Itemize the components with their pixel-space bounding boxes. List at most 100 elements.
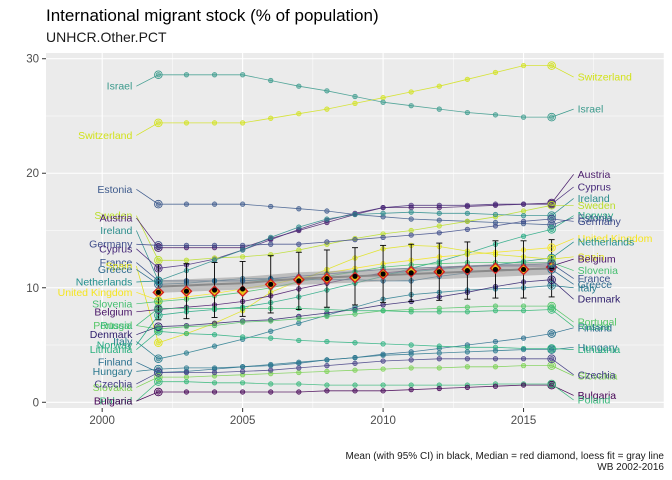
- label-leader: [136, 341, 159, 360]
- label-leader: [551, 309, 574, 327]
- country-label-left: France: [100, 257, 133, 269]
- label-end-marker: [154, 280, 163, 289]
- mean-point: [492, 266, 499, 273]
- country-label-right: France: [578, 273, 611, 285]
- series-point: [352, 93, 358, 100]
- series-point: [268, 115, 274, 121]
- country-label-right: United Kingdom: [578, 233, 653, 245]
- series-point: [520, 208, 527, 214]
- country-label-left: Sweden: [94, 210, 132, 222]
- series-point: [492, 211, 499, 218]
- series-point: [155, 340, 161, 346]
- series-point: [352, 382, 358, 388]
- series-point: [240, 389, 246, 395]
- label-end-marker: [154, 304, 163, 313]
- label-end-marker: [154, 118, 163, 128]
- series-point: [183, 257, 190, 263]
- series-point: [380, 95, 386, 101]
- series-point: [296, 83, 302, 89]
- series-point: [520, 213, 527, 219]
- series-point: [324, 208, 330, 214]
- series-point: [268, 234, 274, 240]
- series-point: [296, 206, 302, 212]
- series-point: [520, 114, 527, 120]
- series-point: [268, 77, 274, 84]
- country-label-left: Slovenia: [92, 298, 132, 310]
- series-point: [436, 356, 442, 362]
- series-point: [183, 201, 190, 207]
- label-end-marker: [547, 243, 556, 252]
- label-end-marker: [547, 275, 556, 284]
- country-label-right: Cyprus: [578, 181, 611, 193]
- series-labels: IsraelSwitzerlandEstoniaSwedenAustriaIre…: [58, 61, 653, 408]
- series-point: [520, 335, 527, 341]
- series-point: [380, 204, 386, 211]
- series-point: [183, 120, 190, 126]
- mean-point: [240, 286, 246, 292]
- country-label-right: Slovenia: [578, 265, 618, 277]
- label-end-marker: [154, 324, 163, 334]
- x-tick-label: 2005: [230, 415, 256, 427]
- series-point: [155, 72, 161, 78]
- series-point: [436, 350, 442, 356]
- series-point: [408, 209, 414, 215]
- series-point: [268, 241, 274, 247]
- series-point: [436, 210, 442, 216]
- label-leader: [136, 381, 159, 402]
- label-leader: [551, 174, 574, 204]
- series-point: [380, 358, 386, 364]
- series-point: [268, 335, 274, 341]
- series-point: [492, 223, 499, 229]
- series-point: [492, 383, 499, 389]
- country-label-left: Czechia: [94, 378, 132, 390]
- series-point: [240, 368, 246, 374]
- label-end-marker: [547, 305, 556, 314]
- label-end-marker: [154, 387, 163, 397]
- mean-point: [155, 289, 161, 295]
- series-point: [380, 99, 386, 105]
- country-label-right: Russia: [578, 321, 610, 333]
- series-point: [408, 227, 414, 234]
- country-label-left: Estonia: [97, 184, 132, 196]
- series-point: [268, 389, 274, 395]
- label-leader: [136, 188, 159, 205]
- label-leader: [551, 186, 574, 205]
- label-end-marker: [154, 241, 163, 250]
- label-end-marker: [547, 265, 556, 274]
- series-point: [520, 201, 527, 207]
- series-point: [464, 202, 470, 208]
- country-label-left: Belgium: [94, 306, 132, 318]
- series-point: [464, 304, 470, 310]
- series-point: [211, 365, 218, 371]
- series-point: [464, 344, 470, 350]
- series-point: [324, 239, 330, 245]
- series-point: [408, 357, 414, 363]
- series-point: [211, 369, 218, 376]
- series-point: [408, 89, 414, 95]
- country-label-left: Lithuania: [90, 344, 133, 356]
- series-point: [464, 210, 470, 216]
- label-end-marker: [154, 264, 163, 273]
- label-end-marker: [547, 225, 556, 234]
- label-end-marker: [547, 201, 556, 210]
- series-point: [408, 365, 414, 371]
- label-end-marker: [154, 327, 163, 336]
- label-leader: [551, 358, 574, 376]
- series-point: [296, 316, 302, 322]
- series-point: [352, 388, 358, 394]
- series-point: [183, 324, 190, 330]
- series-point: [211, 120, 218, 126]
- label-leader: [551, 383, 574, 401]
- series-point: [520, 308, 527, 314]
- series-point: [324, 313, 330, 319]
- stats: [152, 239, 558, 321]
- label-leader: [136, 315, 159, 346]
- label-leader: [551, 263, 574, 279]
- series-point: [436, 230, 442, 236]
- series-point: [296, 389, 302, 395]
- series-point: [380, 366, 386, 372]
- series-point: [183, 389, 190, 395]
- country-label-left: Spain: [106, 261, 133, 273]
- series-point: [492, 69, 499, 76]
- label-leader: [551, 241, 574, 259]
